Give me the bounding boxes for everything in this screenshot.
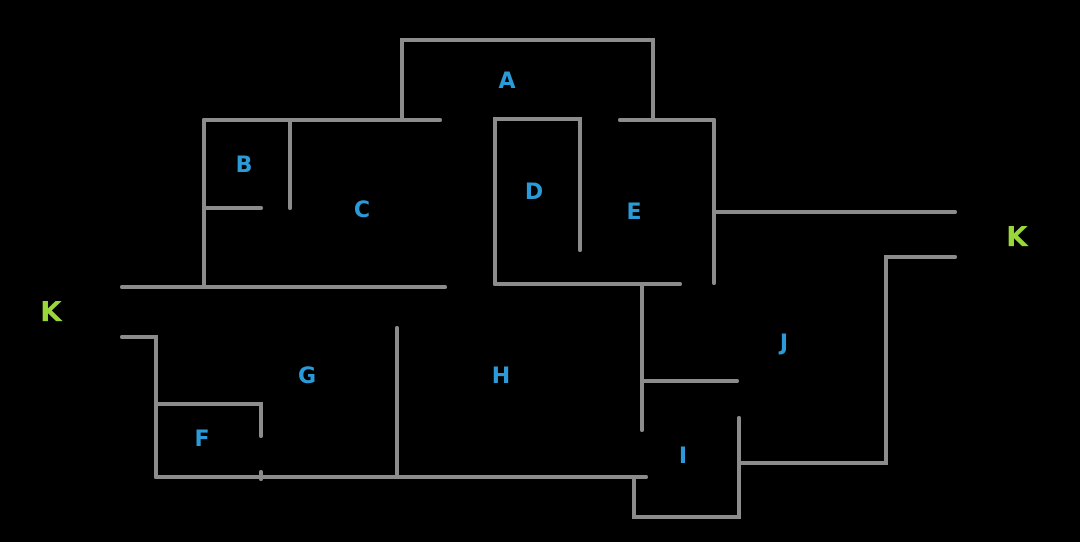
room-label-a: A bbox=[498, 69, 515, 94]
wall-a-outline bbox=[400, 38, 655, 120]
wall-f-outline bbox=[154, 402, 263, 438]
room-label-f: F bbox=[194, 427, 209, 452]
room-label-d: D bbox=[525, 180, 543, 205]
room-label-g: G bbox=[298, 364, 316, 389]
room-labels: A B C D E F G H I J bbox=[194, 69, 788, 469]
room-label-e: E bbox=[626, 200, 641, 225]
exit-label-left: K bbox=[40, 295, 63, 328]
wall-left-lower bbox=[120, 335, 158, 479]
wall-i-outline bbox=[632, 416, 741, 519]
exit-label-right: K bbox=[1006, 220, 1029, 253]
room-label-c: C bbox=[354, 198, 370, 223]
exit-labels: K K bbox=[40, 220, 1029, 328]
wall-right-exit-lower bbox=[738, 255, 957, 465]
room-label-i: I bbox=[679, 444, 687, 469]
room-label-h: H bbox=[492, 364, 510, 389]
walls bbox=[120, 38, 957, 519]
room-label-b: B bbox=[236, 153, 253, 178]
wall-d-outline bbox=[493, 117, 582, 286]
room-label-j: J bbox=[778, 331, 788, 356]
